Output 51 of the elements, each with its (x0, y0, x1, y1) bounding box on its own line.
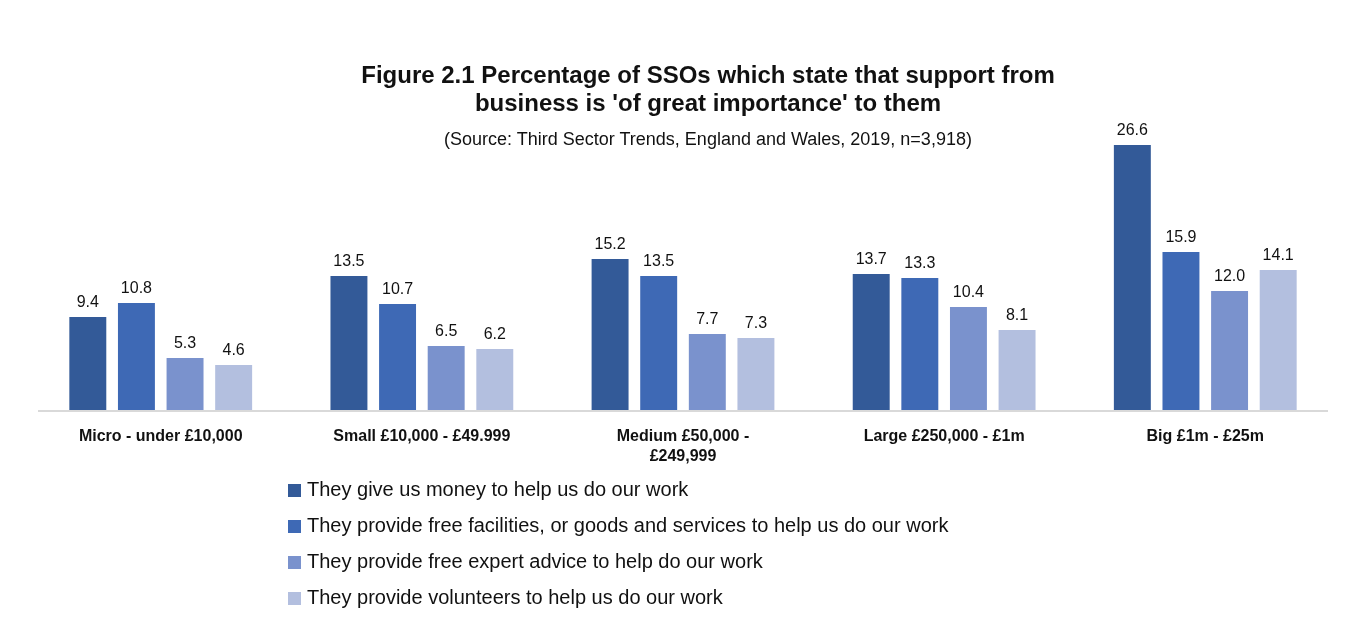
bar (1113, 145, 1151, 411)
data-label: 13.3 (904, 254, 936, 271)
legend-label: They give us money to help us do our work (307, 478, 690, 500)
data-label: 7.3 (744, 314, 768, 331)
bar (640, 276, 678, 411)
data-label: 7.7 (696, 310, 719, 327)
bar (476, 349, 514, 411)
x-tick-label: Small £10,000 - £49.999 (333, 427, 511, 444)
bar (1162, 252, 1200, 411)
data-label: 8.1 (1005, 306, 1029, 323)
data-label: 15.9 (1165, 228, 1197, 245)
bar (166, 358, 204, 411)
bar (688, 334, 726, 411)
data-label: 6.2 (483, 325, 507, 342)
bar (117, 303, 155, 411)
bar (330, 276, 368, 411)
data-label: 6.5 (435, 322, 458, 339)
bar (737, 338, 775, 411)
bar (69, 317, 107, 411)
data-label: 14.1 (1262, 246, 1294, 263)
data-label: 13.5 (643, 252, 675, 269)
data-label: 10.7 (381, 280, 414, 297)
x-tick-label: Large £250,000 - £1m (863, 427, 1025, 444)
data-label: 13.5 (333, 252, 365, 269)
legend-label: They provide free facilities, or goods and services to help us do our work (307, 514, 950, 536)
bar (852, 274, 890, 411)
data-label: 12.0 (1214, 267, 1246, 284)
bar (1259, 270, 1297, 411)
chart-subtitle: (Source: Third Sector Trends, England and Wales, 2019, n=3,918) (444, 129, 972, 149)
bar (591, 259, 629, 411)
chart-title: Figure 2.1 Percentage of SSOs which state that support from business is 'of great importance' to them (361, 61, 1055, 116)
x-tick-label: Big £1m - £25m (1146, 427, 1264, 444)
bar (901, 278, 939, 411)
data-label: 5.3 (173, 334, 197, 351)
bar (379, 304, 417, 411)
x-tick-label: Medium £50,000 - £249,999 (616, 427, 750, 464)
data-label: 15.2 (594, 235, 626, 252)
data-label: 26.6 (1116, 121, 1149, 138)
bar (427, 346, 465, 411)
data-label: 10.4 (952, 283, 985, 300)
bar (215, 365, 253, 411)
legend-label: They provide volunteers to help us do our work (307, 586, 724, 608)
bar (1211, 291, 1249, 411)
data-label: 4.6 (222, 341, 245, 358)
legend-label: They provide free expert advice to help do our work (307, 550, 764, 572)
bar (949, 307, 987, 411)
data-label: 10.8 (120, 279, 153, 296)
data-label: 13.7 (855, 250, 887, 267)
bar (998, 330, 1036, 411)
data-label: 9.4 (76, 293, 100, 310)
x-tick-label: Micro - under £10,000 (78, 427, 243, 444)
